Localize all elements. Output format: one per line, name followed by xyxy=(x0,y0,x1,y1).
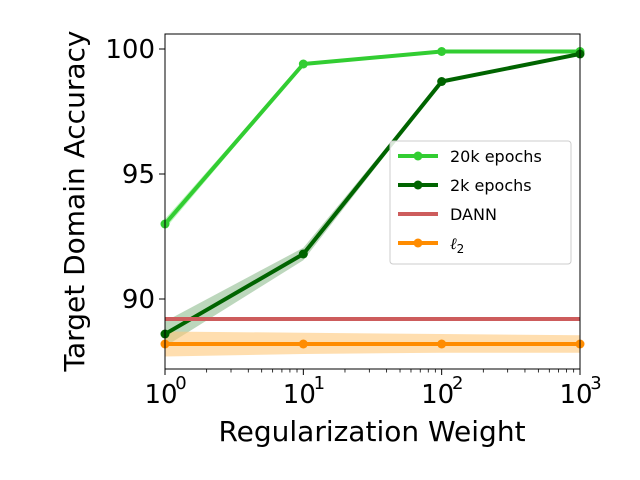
point-2-1 xyxy=(298,339,308,349)
legend-label-20k-epochs: 20k epochs xyxy=(450,147,542,166)
y-axis-ticks: 90 95 100 xyxy=(105,35,165,315)
x-tick-label-2: 10 xyxy=(421,380,454,410)
y-axis-label: Target Domain Accuracy xyxy=(58,31,91,373)
x-tick-exponent-3: 3 xyxy=(590,373,601,394)
point-20k-epochs-1 xyxy=(298,59,308,69)
plot-frame xyxy=(164,33,581,370)
x-tick-exponent-2: 2 xyxy=(452,373,463,394)
legend-box xyxy=(389,140,572,265)
line-2k-epochs xyxy=(165,52,580,336)
y-tick-label-1: 95 xyxy=(122,160,155,190)
y-tick-label-2: 100 xyxy=(105,35,155,65)
x-tick-label-0: 10 xyxy=(144,380,177,410)
point-2k-epochs-2 xyxy=(437,77,447,86)
x-axis-ticks: 100 101 102 103 xyxy=(144,369,602,410)
x-tick-label-3: 10 xyxy=(559,380,592,410)
x-tick-exponent-0: 0 xyxy=(175,373,186,394)
legend-label-2k-epochs: 2k epochs xyxy=(450,176,532,195)
series-lines xyxy=(165,49,580,346)
line-20k-epochs xyxy=(165,49,580,226)
legend-label-2: ℓ2 xyxy=(450,234,464,256)
legend-label-dann: DANN xyxy=(450,205,497,224)
legend: 20k epochs 2k epochs DANN ℓ2 xyxy=(389,140,572,265)
x-axis-label: Regularization Weight xyxy=(218,415,525,448)
point-20k-epochs-2 xyxy=(437,47,447,56)
x-tick-exponent-1: 1 xyxy=(314,373,325,394)
point-2k-epochs-1 xyxy=(298,249,308,259)
legend-marker-2k-epochs xyxy=(413,180,423,190)
legend-marker-2 xyxy=(413,238,423,248)
legend-marker-20k-epochs xyxy=(413,151,423,161)
y-tick-label-0: 90 xyxy=(122,285,155,315)
point-2-2 xyxy=(437,339,447,349)
x-tick-label-1: 10 xyxy=(283,380,316,410)
